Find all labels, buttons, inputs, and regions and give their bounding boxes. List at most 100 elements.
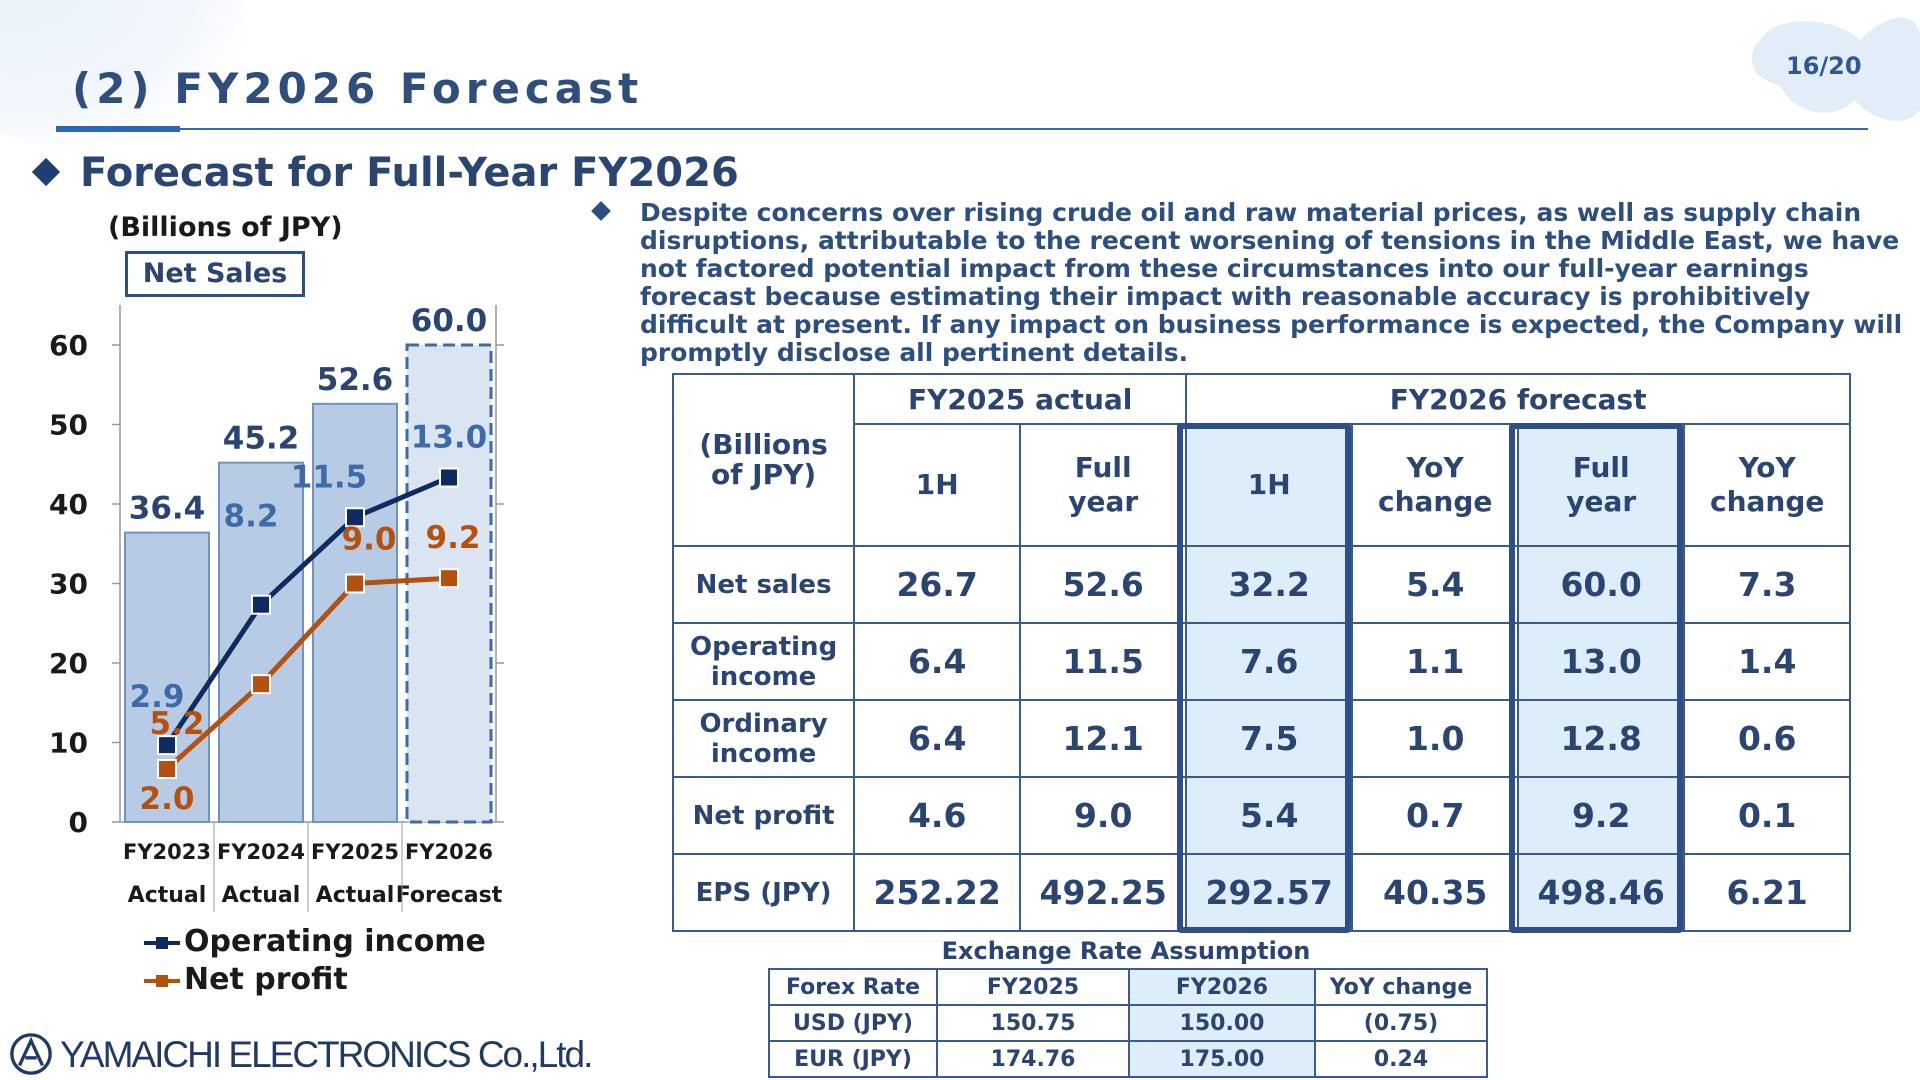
legend-net-profit: Net profit bbox=[144, 962, 348, 997]
cell: 26.7 bbox=[853, 545, 1022, 624]
line-value-label: 8.2 bbox=[224, 499, 279, 535]
cell: 1.4 bbox=[1683, 622, 1852, 701]
col-header: YoY change bbox=[1351, 423, 1520, 547]
fx-header: FY2026 bbox=[1128, 968, 1316, 1006]
group-header-actual: FY2025 actual bbox=[853, 373, 1188, 425]
net-sales-label: Net Sales bbox=[125, 251, 305, 297]
x-tick-sublabel: Actual bbox=[128, 883, 207, 908]
cell: 292.57 bbox=[1185, 853, 1354, 932]
fx-cell: 150.75 bbox=[936, 1004, 1130, 1042]
x-tick-sublabel: Actual bbox=[222, 883, 301, 908]
cell: 6.4 bbox=[853, 699, 1022, 778]
table-row: Net profit 4.6 9.0 5.4 0.7 9.2 0.1 bbox=[671, 776, 1852, 855]
col-header: 1H bbox=[1185, 423, 1354, 547]
cell: 12.8 bbox=[1517, 699, 1686, 778]
cell: 5.4 bbox=[1185, 776, 1354, 855]
y-tick-label: 60 bbox=[49, 329, 88, 362]
cell: 13.0 bbox=[1517, 622, 1686, 701]
company-logo-icon bbox=[10, 1033, 52, 1075]
x-tick-label: FY2025 bbox=[311, 840, 399, 864]
cell: 60.0 bbox=[1517, 545, 1686, 624]
title-rule bbox=[56, 128, 1868, 130]
fx-header: YoY change bbox=[1314, 968, 1488, 1006]
x-tick-sublabel: Actual bbox=[316, 883, 395, 908]
point-net-profit bbox=[157, 759, 177, 779]
page-number: 16/20 bbox=[1786, 52, 1862, 80]
point-net-profit bbox=[439, 568, 459, 589]
cell: 1.0 bbox=[1351, 699, 1520, 778]
legend-label: Net profit bbox=[184, 962, 348, 997]
group-header-forecast: FY2026 forecast bbox=[1185, 373, 1852, 425]
x-tick-label: FY2023 bbox=[123, 840, 211, 864]
fx-table-title: Exchange Rate Assumption bbox=[941, 937, 1311, 965]
y-tick-label: 40 bbox=[49, 488, 88, 521]
table-row: Ordinary income 6.4 12.1 7.5 1.0 12.8 0.… bbox=[671, 699, 1852, 778]
line-value-label: 2.9 bbox=[130, 679, 185, 715]
line-value-label: 5.2 bbox=[150, 706, 205, 742]
point-operating-income bbox=[251, 594, 271, 615]
fx-cell: 0.24 bbox=[1314, 1040, 1488, 1078]
fx-header: Forex Rate bbox=[768, 968, 938, 1006]
fx-table: Forex Rate FY2025 FY2026 YoY change USD … bbox=[768, 968, 1488, 1078]
cell: 7.3 bbox=[1683, 545, 1852, 624]
bar-net-sales bbox=[218, 461, 304, 823]
line-operating-income bbox=[164, 475, 450, 747]
table-row: Net sales 26.7 52.6 32.2 5.4 60.0 7.3 bbox=[671, 545, 1852, 624]
cell: 0.1 bbox=[1683, 776, 1852, 855]
cell: 4.6 bbox=[853, 776, 1022, 855]
line-value-label: 2.0 bbox=[140, 781, 195, 817]
fx-cell: (0.75) bbox=[1314, 1004, 1488, 1042]
col-header: YoY change bbox=[1683, 423, 1852, 547]
decor-top-right bbox=[1751, 17, 1920, 121]
cell: 11.5 bbox=[1019, 622, 1188, 701]
cell: 498.46 bbox=[1517, 853, 1686, 932]
col-header: Full year bbox=[1517, 423, 1686, 547]
fx-cell: 174.76 bbox=[936, 1040, 1130, 1078]
bar-value-label: 36.4 bbox=[129, 491, 206, 527]
cell: 7.5 bbox=[1185, 699, 1354, 778]
company-logo-text: YAMAICHI ELECTRONICS Co.,Ltd. bbox=[60, 1034, 593, 1075]
cell: 40.35 bbox=[1351, 853, 1520, 932]
line-value-label: 11.5 bbox=[291, 459, 368, 495]
legend-line-icon-operating-income bbox=[144, 936, 180, 950]
fx-cell: 175.00 bbox=[1128, 1040, 1316, 1078]
cell: 12.1 bbox=[1019, 699, 1188, 778]
cell: 7.6 bbox=[1185, 622, 1354, 701]
y-tick-label: 10 bbox=[49, 727, 88, 760]
cell: 0.6 bbox=[1683, 699, 1852, 778]
sales-profit-chart: 010203040506006121836.445.252.660.0FY202… bbox=[49, 303, 504, 912]
y-tick-label: 50 bbox=[49, 409, 88, 442]
commentary-text: Despite concerns over rising crude oil a… bbox=[640, 198, 1903, 367]
y-tick-label: 0 bbox=[69, 806, 88, 839]
cell: 9.0 bbox=[1019, 776, 1188, 855]
table-corner: (Billions of JPY) bbox=[671, 373, 856, 547]
table-row: Operating income 6.4 11.5 7.6 1.1 13.0 1… bbox=[671, 622, 1852, 701]
cell: 32.2 bbox=[1185, 545, 1354, 624]
row-label: Net sales bbox=[671, 545, 856, 624]
cell: 252.22 bbox=[853, 853, 1022, 932]
legend-operating-income: Operating income bbox=[144, 924, 486, 959]
forecast-table: (Billions of JPY) FY2025 actual FY2026 f… bbox=[671, 373, 1852, 932]
point-operating-income bbox=[157, 735, 177, 756]
row-label: EPS (JPY) bbox=[671, 853, 856, 932]
x-tick-label: FY2024 bbox=[217, 840, 305, 864]
title-rule-accent bbox=[56, 126, 180, 132]
point-net-profit bbox=[345, 573, 365, 594]
y-tick-label: 30 bbox=[49, 568, 88, 601]
row-label: Net profit bbox=[671, 776, 856, 855]
legend-line-icon-net-profit bbox=[144, 974, 180, 988]
section-title-text: Forecast for Full-Year FY2026 bbox=[80, 150, 739, 196]
diamond-bullet-icon bbox=[31, 157, 61, 187]
line-value-label: 13.0 bbox=[411, 420, 488, 456]
row-label: Ordinary income bbox=[671, 699, 856, 778]
cell: 5.4 bbox=[1351, 545, 1520, 624]
fx-row: USD (JPY) 150.75 150.00 (0.75) bbox=[768, 1004, 1488, 1042]
cell: 9.2 bbox=[1517, 776, 1686, 855]
point-operating-income bbox=[345, 507, 365, 528]
fx-cell: EUR (JPY) bbox=[768, 1040, 938, 1078]
cell: 492.25 bbox=[1019, 853, 1188, 932]
col-header: 1H bbox=[853, 423, 1022, 547]
col-header: Full year bbox=[1019, 423, 1188, 547]
fx-cell: USD (JPY) bbox=[768, 1004, 938, 1042]
cell: 6.21 bbox=[1683, 853, 1852, 932]
